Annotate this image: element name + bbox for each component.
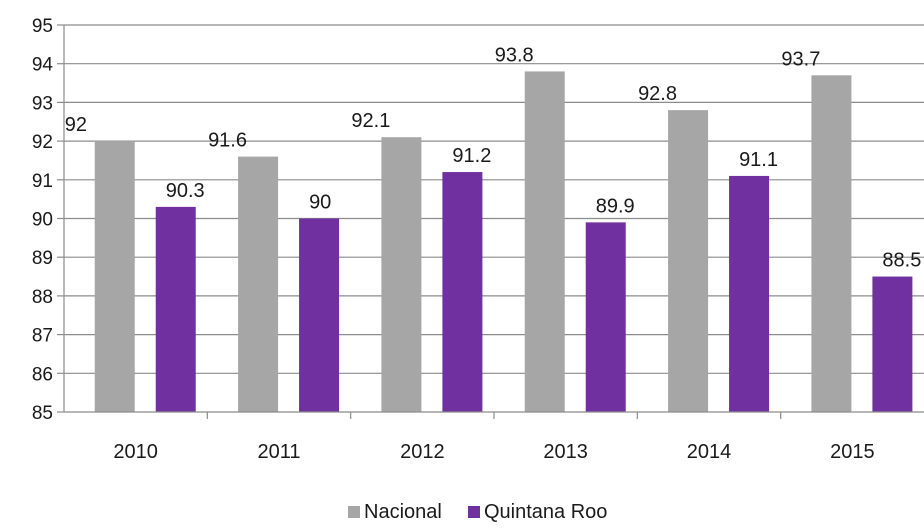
data-label: 92.8 bbox=[638, 83, 677, 105]
bar-quintana-roo bbox=[585, 222, 626, 412]
data-label: 90.3 bbox=[166, 180, 205, 202]
bars bbox=[94, 71, 913, 413]
bar-nacional bbox=[238, 156, 279, 412]
y-tick-label: 93 bbox=[32, 93, 53, 114]
bar-quintana-roo bbox=[442, 172, 483, 412]
x-tick-label: 2012 bbox=[400, 441, 445, 463]
x-tick-label: 2011 bbox=[257, 441, 300, 463]
gridlines bbox=[64, 24, 924, 374]
legend-label: Quintana Roo bbox=[484, 501, 607, 523]
x-tick-label: 2010 bbox=[113, 441, 158, 463]
data-label: 92 bbox=[65, 114, 87, 136]
data-label: 90 bbox=[309, 192, 331, 214]
data-label: 93.7 bbox=[781, 48, 820, 70]
y-tick-label: 94 bbox=[32, 55, 54, 76]
bar-quintana-roo bbox=[872, 276, 913, 412]
data-label: 91.6 bbox=[208, 130, 247, 152]
bar-nacional bbox=[668, 110, 709, 412]
data-labels: 92 90.3 91.6 90 92.1 91.2 93.8 89.9 92.8 91.1 93.7… bbox=[65, 44, 922, 271]
y-tick-label: 92 bbox=[32, 132, 53, 153]
data-label: 88.5 bbox=[882, 250, 921, 272]
y-tick-label: 87 bbox=[32, 326, 53, 347]
bar-nacional bbox=[94, 141, 135, 412]
bar-nacional bbox=[381, 137, 422, 413]
data-label: 91.2 bbox=[452, 145, 491, 167]
bar-quintana-roo bbox=[155, 206, 196, 412]
y-tick-label: 86 bbox=[32, 364, 53, 385]
y-tick-label: 90 bbox=[32, 210, 53, 231]
y-axis-ticks: 85 86 87 88 89 90 91 92 93 94 95 bbox=[32, 16, 64, 424]
data-label: 89.9 bbox=[596, 195, 635, 217]
y-tick-label: 89 bbox=[32, 248, 53, 269]
bar-nacional bbox=[524, 71, 565, 412]
x-tick-label: 2015 bbox=[830, 441, 875, 463]
bar-nacional bbox=[811, 75, 852, 412]
data-label: 91.1 bbox=[739, 149, 778, 171]
y-tick-label: 85 bbox=[32, 403, 53, 424]
data-label: 93.8 bbox=[495, 44, 534, 66]
x-axis-ticks: 2010 2011 2012 2013 2014 2015 bbox=[113, 412, 875, 463]
bar-quintana-roo bbox=[299, 218, 340, 412]
bar-quintana-roo bbox=[729, 175, 770, 412]
legend: Nacional Quintana Roo bbox=[348, 501, 607, 523]
y-tick-label: 91 bbox=[32, 171, 53, 192]
x-tick-label: 2014 bbox=[687, 441, 732, 463]
legend-swatch bbox=[468, 506, 480, 518]
legend-label: Nacional bbox=[364, 501, 442, 523]
y-tick-label: 95 bbox=[32, 16, 53, 37]
x-tick-label: 2013 bbox=[543, 441, 588, 463]
data-label: 92.1 bbox=[351, 110, 390, 132]
y-tick-label: 88 bbox=[32, 287, 53, 308]
legend-swatch bbox=[348, 506, 360, 518]
